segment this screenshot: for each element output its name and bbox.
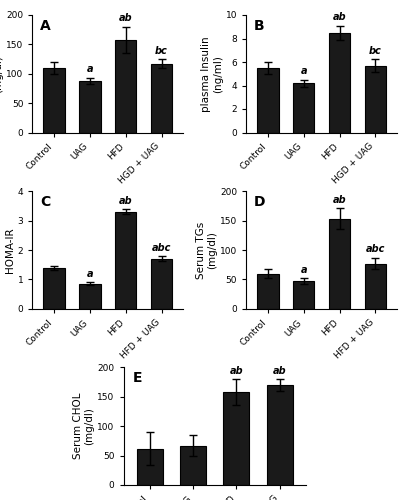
Text: D: D xyxy=(254,195,265,209)
Text: ab: ab xyxy=(333,195,346,205)
Bar xyxy=(364,264,386,308)
Bar xyxy=(79,81,100,132)
Text: ab: ab xyxy=(119,13,132,23)
Bar xyxy=(79,284,100,308)
Text: a: a xyxy=(301,264,307,274)
Bar xyxy=(115,212,136,308)
Y-axis label: HOMA-IR: HOMA-IR xyxy=(5,227,15,273)
Text: abc: abc xyxy=(366,244,385,254)
Text: a: a xyxy=(86,64,93,74)
Bar xyxy=(364,66,386,132)
Text: A: A xyxy=(40,18,51,32)
Text: B: B xyxy=(254,18,264,32)
Text: a: a xyxy=(86,269,93,279)
Bar xyxy=(180,446,206,485)
Text: bc: bc xyxy=(369,46,382,56)
Bar xyxy=(257,274,279,308)
Text: ab: ab xyxy=(273,366,287,376)
Bar xyxy=(43,68,65,132)
Y-axis label: Serum CHOL
(mg/dl): Serum CHOL (mg/dl) xyxy=(73,393,94,460)
Bar xyxy=(293,281,314,308)
Bar xyxy=(257,68,279,132)
Bar xyxy=(115,40,136,132)
Text: bc: bc xyxy=(155,46,168,56)
Bar xyxy=(267,385,293,485)
Bar xyxy=(329,219,350,308)
Text: ab: ab xyxy=(230,366,243,376)
Text: abc: abc xyxy=(152,242,171,252)
Text: C: C xyxy=(40,195,50,209)
Text: E: E xyxy=(132,371,142,385)
Bar xyxy=(329,32,350,132)
Y-axis label: Plasam glucose
(mg/dl): Plasam glucose (mg/dl) xyxy=(0,33,3,114)
Bar xyxy=(43,268,65,308)
Text: ab: ab xyxy=(333,12,346,22)
Y-axis label: plasma Insulin
(ng/ml): plasma Insulin (ng/ml) xyxy=(201,36,223,112)
Y-axis label: Serum TGs
(mg/dl): Serum TGs (mg/dl) xyxy=(196,222,217,278)
Bar xyxy=(151,259,172,308)
Bar xyxy=(293,83,314,132)
Text: ab: ab xyxy=(119,196,132,206)
Text: a: a xyxy=(301,66,307,76)
Bar xyxy=(151,64,172,132)
Bar xyxy=(223,392,249,485)
Bar xyxy=(136,448,162,485)
